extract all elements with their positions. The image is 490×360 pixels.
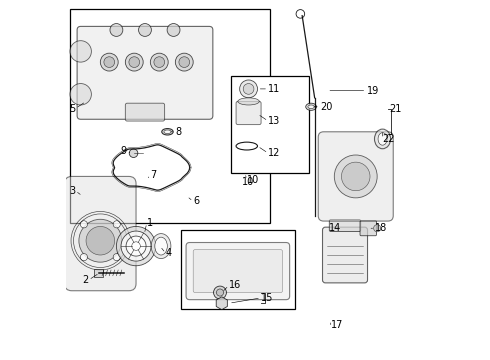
Text: 11: 11 [268,84,280,94]
Circle shape [139,23,151,36]
FancyBboxPatch shape [186,243,290,300]
Circle shape [113,253,121,261]
Text: 6: 6 [193,197,199,206]
Circle shape [154,57,165,67]
FancyBboxPatch shape [125,103,165,121]
FancyBboxPatch shape [329,220,361,231]
Circle shape [214,286,226,299]
Circle shape [243,84,254,94]
Ellipse shape [151,234,171,258]
FancyBboxPatch shape [77,26,213,119]
Text: 2: 2 [82,275,89,285]
Text: 19: 19 [367,86,379,96]
Circle shape [150,53,168,71]
Text: 18: 18 [375,223,388,233]
FancyBboxPatch shape [360,221,376,236]
Circle shape [334,155,377,198]
Circle shape [132,242,140,250]
Ellipse shape [306,103,317,111]
Text: 15: 15 [261,293,273,303]
Text: 3: 3 [69,186,75,196]
Text: 22: 22 [383,134,395,144]
Circle shape [86,226,115,255]
Circle shape [373,225,381,232]
Bar [181,230,295,309]
Circle shape [125,53,143,71]
Circle shape [104,57,115,67]
Circle shape [121,231,151,261]
Bar [70,9,270,223]
Circle shape [113,221,121,228]
Ellipse shape [162,129,173,135]
Text: 8: 8 [175,127,181,137]
Ellipse shape [238,98,259,105]
Circle shape [126,236,146,256]
Circle shape [240,80,258,98]
Circle shape [175,53,193,71]
FancyBboxPatch shape [193,249,283,293]
Text: 1: 1 [147,218,153,228]
Circle shape [110,23,123,36]
Circle shape [79,219,122,262]
Circle shape [117,226,156,266]
Circle shape [217,289,223,296]
Text: 16: 16 [229,280,241,291]
Ellipse shape [308,105,314,109]
FancyBboxPatch shape [65,176,136,291]
Ellipse shape [378,133,387,145]
Circle shape [167,23,180,36]
Text: 17: 17 [331,320,343,330]
FancyBboxPatch shape [318,132,393,221]
Text: 4: 4 [166,248,172,258]
Circle shape [80,221,88,228]
Ellipse shape [374,129,391,149]
Text: 5: 5 [69,104,75,113]
Circle shape [100,53,118,71]
Text: 13: 13 [268,116,280,126]
Circle shape [179,57,190,67]
Circle shape [80,253,88,261]
FancyBboxPatch shape [236,102,261,125]
Circle shape [129,149,138,157]
Polygon shape [216,297,227,310]
Text: 12: 12 [268,148,281,158]
Text: 21: 21 [390,104,402,113]
Circle shape [70,84,92,105]
Circle shape [70,41,92,62]
Text: 10: 10 [243,177,255,187]
Text: 20: 20 [320,102,332,112]
Circle shape [342,162,370,191]
Text: 10: 10 [247,175,259,185]
FancyBboxPatch shape [322,227,368,283]
Text: 7: 7 [150,170,157,180]
Ellipse shape [164,130,171,134]
Bar [231,76,309,173]
Text: 9: 9 [120,147,126,157]
Circle shape [129,57,140,67]
Bar [94,269,103,277]
Ellipse shape [155,237,167,255]
Text: 14: 14 [329,223,341,233]
